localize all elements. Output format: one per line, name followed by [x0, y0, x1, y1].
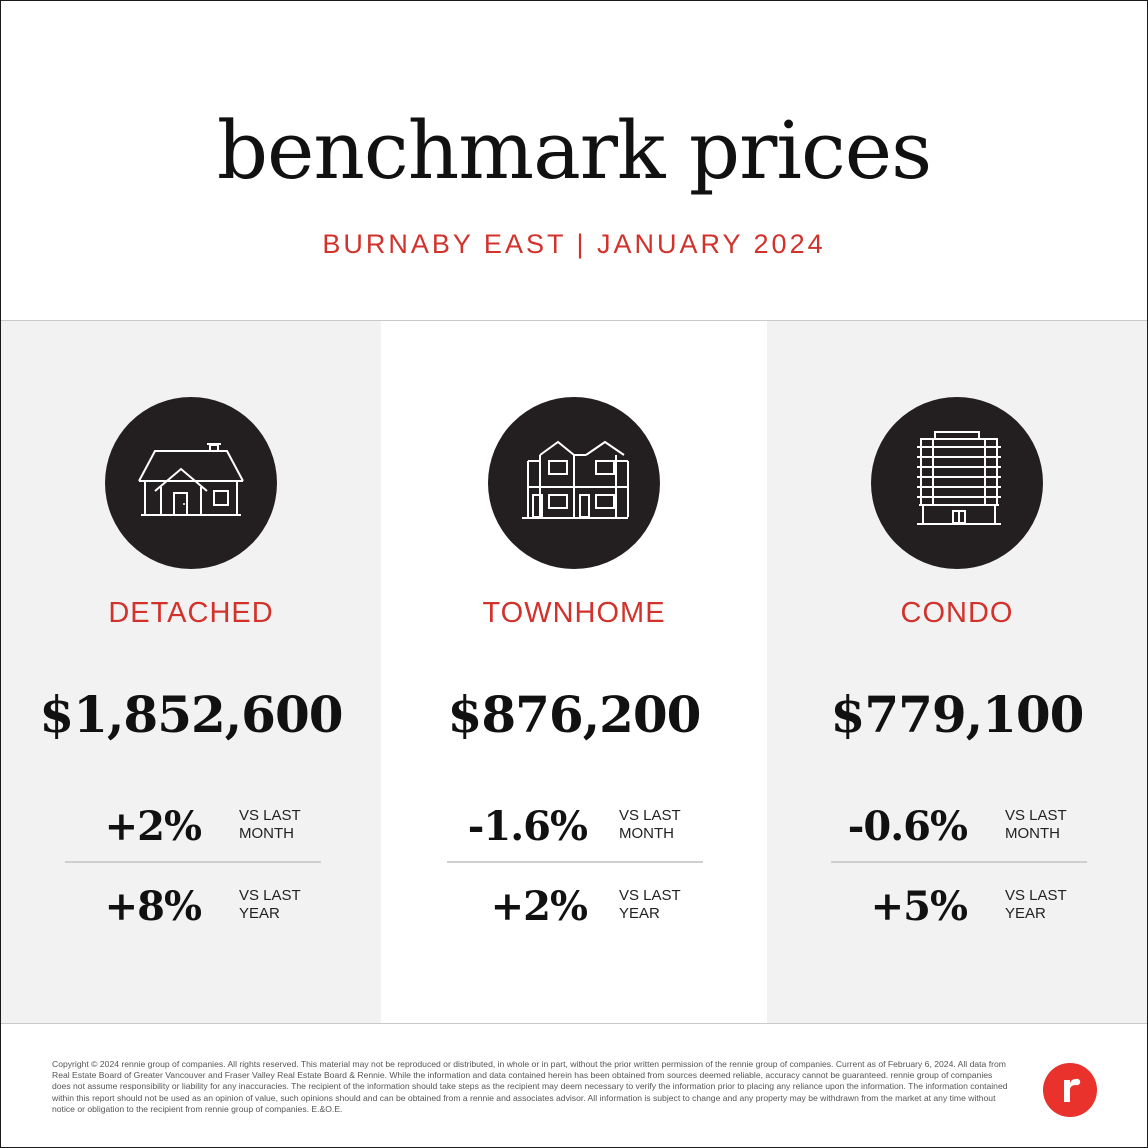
header-divider: [1, 320, 1147, 321]
month-change-label: VS LAST MONTH: [619, 807, 681, 843]
year-change-label: VS LAST YEAR: [239, 887, 301, 923]
stat-divider: [831, 861, 1087, 863]
year-change-row: +8% VS LAST YEAR: [1, 879, 381, 939]
month-text: MONTH: [239, 825, 294, 842]
year-text: YEAR: [239, 905, 280, 922]
copyright-disclaimer: Copyright © 2024 rennie group of compani…: [52, 1059, 1008, 1114]
rennie-logo-icon: [1043, 1063, 1097, 1117]
month-change-label: VS LAST MONTH: [1005, 807, 1067, 843]
page-title: benchmark prices: [216, 104, 932, 197]
vs-last-text: VS LAST: [1005, 887, 1067, 904]
year-text: YEAR: [619, 905, 660, 922]
year-change-value: +8%: [104, 883, 202, 930]
benchmark-price: $876,200: [447, 685, 702, 744]
year-change-row: +2% VS LAST YEAR: [381, 879, 767, 939]
month-change-row: -1.6% VS LAST MONTH: [381, 799, 767, 859]
page-subtitle: BURNABY EAST | JANUARY 2024: [322, 229, 826, 259]
month-text: MONTH: [619, 825, 674, 842]
header: benchmark prices BURNABY EAST | JANUARY …: [1, 1, 1147, 320]
townhome-icon: [488, 397, 660, 569]
year-change-value: +2%: [490, 883, 588, 930]
panel-detached: DETACHED $1,852,600 +2% VS LAST MONTH +8…: [1, 321, 381, 1023]
vs-last-text: VS LAST: [239, 807, 301, 824]
month-change-row: -0.6% VS LAST MONTH: [767, 799, 1147, 859]
month-change-row: +2% VS LAST MONTH: [1, 799, 381, 859]
year-change-value: +5%: [870, 883, 968, 930]
price-panels: DETACHED $1,852,600 +2% VS LAST MONTH +8…: [1, 321, 1147, 1023]
property-type-label: CONDO: [900, 597, 1014, 629]
month-change-value: -0.6%: [847, 803, 968, 850]
year-change-label: VS LAST YEAR: [619, 887, 681, 923]
stat-divider: [447, 861, 703, 863]
property-type-label: DETACHED: [108, 597, 274, 629]
vs-last-text: VS LAST: [619, 807, 681, 824]
benchmark-price: $779,100: [830, 685, 1085, 744]
property-type-label: TOWNHOME: [482, 597, 666, 629]
panel-townhome: TOWNHOME $876,200 -1.6% VS LAST MONTH +2…: [381, 321, 767, 1023]
panel-condo: CONDO $779,100 -0.6% VS LAST MONTH +5% V…: [767, 321, 1147, 1023]
condo-building-icon: [871, 397, 1043, 569]
detached-house-icon: [105, 397, 277, 569]
year-change-row: +5% VS LAST YEAR: [767, 879, 1147, 939]
benchmark-price: $1,852,600: [39, 685, 343, 744]
vs-last-text: VS LAST: [619, 887, 681, 904]
year-change-label: VS LAST YEAR: [1005, 887, 1067, 923]
month-change-value: -1.6%: [467, 803, 588, 850]
footer-divider: [1, 1023, 1147, 1024]
vs-last-text: VS LAST: [1005, 807, 1067, 824]
year-text: YEAR: [1005, 905, 1046, 922]
month-change-label: VS LAST MONTH: [239, 807, 301, 843]
stat-divider: [65, 861, 321, 863]
month-change-value: +2%: [104, 803, 202, 850]
month-text: MONTH: [1005, 825, 1060, 842]
vs-last-text: VS LAST: [239, 887, 301, 904]
